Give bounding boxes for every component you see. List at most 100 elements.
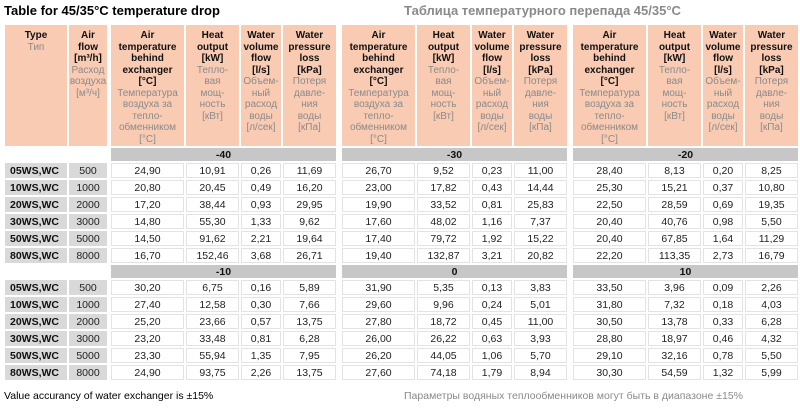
type-cell: 10WS,WC	[5, 297, 67, 312]
value-cell: 5,99	[745, 365, 798, 380]
col-header-water-pressure-loss: Water pressure loss [kPa] Потеря давле- н…	[283, 25, 336, 146]
value-cell: 55,94	[186, 348, 239, 363]
col-header-water-pressure-loss-ru: Потеря давле- ния воды [кПа]	[754, 76, 789, 133]
value-cell: 26,22	[417, 331, 470, 346]
value-cell: 20,40	[573, 231, 646, 246]
table-row: 10WS,WC 1000 20,80 20,45 0,49 16,20 23,00 17,82…	[5, 180, 798, 195]
column-gap	[569, 280, 571, 295]
value-cell: 1,79	[472, 365, 512, 380]
value-cell: 33,50	[573, 280, 646, 295]
col-header-airflow-ru: Расход воздуха [м³/ч]	[69, 64, 107, 99]
col-header-water-volume-flow-en: Water volume flow [l/s]	[243, 30, 279, 76]
value-cell: 28,80	[573, 331, 646, 346]
column-gap	[569, 265, 571, 278]
col-header-air-temp-en: Air temperature behind exchanger [°C]	[580, 30, 639, 87]
type-cell: 20WS,WC	[5, 197, 67, 212]
airflow-cell: 2000	[69, 314, 107, 329]
type-cell: 50WS,WC	[5, 231, 67, 246]
value-cell: 2,26	[241, 365, 281, 380]
value-cell: 30,50	[573, 314, 646, 329]
column-gap	[569, 163, 571, 178]
value-cell: 2,26	[745, 280, 798, 295]
column-gap	[338, 163, 340, 178]
value-cell: 0,33	[703, 314, 743, 329]
section-row-blank	[5, 265, 109, 278]
value-cell: 1,35	[241, 348, 281, 363]
value-cell: 25,30	[573, 180, 646, 195]
value-cell: 6,75	[186, 280, 239, 295]
col-header-water-volume-flow: Water volume flow [l/s] Объем- ный расход…	[703, 25, 743, 146]
value-cell: 20,80	[111, 180, 184, 195]
value-cell: 29,10	[573, 348, 646, 363]
col-header-water-pressure-loss: Water pressure loss [kPa] Потеря давле- н…	[514, 25, 567, 146]
table-header: Type Тип Air flow [m³/h] Расход воздуха [м³…	[5, 25, 798, 146]
value-cell: 0,09	[703, 280, 743, 295]
value-cell: 3,68	[241, 248, 281, 263]
airflow-cell: 8000	[69, 248, 107, 263]
value-cell: 19,35	[745, 197, 798, 212]
value-cell: 40,76	[648, 214, 701, 229]
table-row: 05WS,WC 500 30,20 6,75 0,16 5,89 31,90 5,35 0,13…	[5, 280, 798, 295]
value-cell: 25,83	[514, 197, 567, 212]
column-gap	[338, 248, 340, 263]
airflow-cell: 2000	[69, 197, 107, 212]
value-cell: 6,28	[745, 314, 798, 329]
footer-note: Value accurancy of water exchanger is ±1…	[4, 390, 214, 402]
airflow-cell: 5000	[69, 231, 107, 246]
value-cell: 23,30	[111, 348, 184, 363]
value-cell: 9,96	[417, 297, 470, 312]
col-header-air-temp-en: Air temperature behind exchanger [°C]	[349, 30, 408, 87]
value-cell: 16,70	[111, 248, 184, 263]
value-cell: 0,16	[241, 280, 281, 295]
value-cell: 0,13	[472, 280, 512, 295]
value-cell: 16,79	[745, 248, 798, 263]
column-gap	[569, 148, 571, 161]
value-cell: 10,80	[745, 180, 798, 195]
value-cell: 19,90	[342, 197, 415, 212]
value-cell: 3,21	[472, 248, 512, 263]
value-cell: 0,93	[241, 197, 281, 212]
column-gap	[569, 248, 571, 263]
table-row: 30WS,WC 3000 14,80 55,30 1,33 9,62 17,60 48,02 1…	[5, 214, 798, 229]
table-row: 05WS,WC 500 24,90 10,91 0,26 11,69 26,70 9,52 0,…	[5, 163, 798, 178]
col-header-airflow: Air flow [m³/h] Расход воздуха [м³/ч]	[69, 25, 107, 146]
temp-section-label: -20	[573, 148, 798, 161]
value-cell: 23,20	[111, 331, 184, 346]
value-cell: 10,91	[186, 163, 239, 178]
column-gap	[569, 331, 571, 346]
temp-section-row: -40 -30 -20	[5, 148, 798, 161]
column-gap	[569, 197, 571, 212]
type-cell: 30WS,WC	[5, 214, 67, 229]
value-cell: 1,06	[472, 348, 512, 363]
col-header-heat-output-ru: Тепло- вая мощ- ность [кВт]	[196, 64, 229, 122]
value-cell: 38,44	[186, 197, 239, 212]
table-row: 50WS,WC 5000 23,30 55,94 1,35 7,95 26,20 44,05 1…	[5, 348, 798, 363]
airflow-cell: 1000	[69, 180, 107, 195]
airflow-cell: 3000	[69, 331, 107, 346]
column-gap	[338, 331, 340, 346]
value-cell: 1,33	[241, 214, 281, 229]
value-cell: 5,70	[514, 348, 567, 363]
value-cell: 17,20	[111, 197, 184, 212]
value-cell: 28,40	[573, 163, 646, 178]
column-gap	[338, 180, 340, 195]
value-cell: 0,20	[703, 163, 743, 178]
col-header-airflow-en: Air flow [m³/h]	[74, 30, 102, 64]
column-gap	[569, 348, 571, 363]
column-gap	[338, 314, 340, 329]
value-cell: 7,66	[283, 297, 336, 312]
value-cell: 7,32	[648, 297, 701, 312]
column-gap	[569, 231, 571, 246]
col-header-type: Type Тип	[5, 25, 67, 146]
column-gap	[338, 297, 340, 312]
value-cell: 0,98	[703, 214, 743, 229]
value-cell: 0,81	[472, 197, 512, 212]
col-header-water-pressure-loss-en: Water pressure loss [kPa]	[288, 30, 331, 76]
value-cell: 8,25	[745, 163, 798, 178]
col-header-air-temp-ru: Температура воздуха за тепло- обменником…	[117, 87, 178, 145]
value-cell: 74,18	[417, 365, 470, 380]
col-header-heat-output: Heat output [kW] Тепло- вая мощ- ность [к…	[417, 25, 470, 146]
value-cell: 132,87	[417, 248, 470, 263]
value-cell: 0,43	[472, 180, 512, 195]
value-cell: 0,81	[241, 331, 281, 346]
